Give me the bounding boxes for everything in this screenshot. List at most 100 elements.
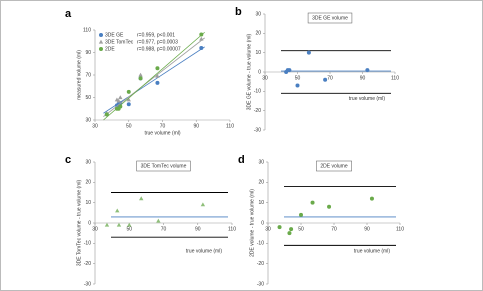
y-tick-label: 90	[85, 50, 91, 56]
y-axis-label: 3DE TomTec volume - true volume (ml)	[76, 180, 82, 267]
data-point	[156, 218, 161, 223]
y-tick-label: 0	[258, 69, 261, 75]
y-tick-label: -20	[84, 261, 91, 267]
x-tick-label: 110	[396, 226, 404, 232]
y-tick-label: 30	[85, 117, 91, 123]
data-point	[299, 212, 303, 217]
y-tick-label: 20	[85, 180, 91, 186]
x-tick-label: 50	[298, 226, 304, 232]
legend-label: 3DE GE	[105, 32, 124, 38]
y-tick-label: 10	[258, 200, 264, 206]
data-point	[199, 36, 204, 41]
x-axis-label: true volume (ml)	[349, 96, 385, 102]
data-point	[369, 196, 374, 201]
panel-title: 3DE GE volume	[312, 15, 348, 21]
y-tick-label: -10	[257, 241, 264, 247]
legend-marker	[99, 33, 103, 37]
data-point	[306, 50, 311, 55]
data-point	[200, 202, 206, 207]
data-point	[365, 68, 370, 73]
y-tick-label: 70	[85, 72, 91, 78]
data-point	[104, 112, 109, 117]
title-box	[136, 160, 191, 172]
y-tick-label: -10	[254, 89, 261, 95]
data-point	[116, 222, 122, 227]
x-tick-label: 30	[262, 75, 268, 81]
x-axis-label: true volume (ml)	[144, 130, 180, 136]
y-tick-label: 0	[261, 220, 264, 226]
data-point	[115, 208, 120, 213]
x-axis-label: true volume (ml)	[186, 248, 222, 254]
legend-label: 2DE	[105, 46, 115, 52]
data-point	[126, 102, 131, 107]
legend-label: 3DE TomTec	[105, 39, 134, 45]
x-tick-label: 90	[193, 123, 199, 129]
y-tick-label: 10	[255, 50, 261, 56]
y-tick-label: -30	[257, 281, 264, 287]
x-tick-label: 90	[364, 226, 370, 232]
legend-stat: r=0.977, p=0.0003	[137, 39, 178, 45]
y-tick-label: -20	[257, 261, 264, 267]
legend-stat: r=0.988, p=0.00007	[137, 46, 181, 52]
trend-line	[103, 37, 205, 117]
legend-marker	[99, 47, 103, 51]
x-tick-label: 110	[391, 75, 399, 81]
y-tick-label: -20	[254, 108, 261, 114]
x-tick-label: 30	[92, 123, 98, 129]
legend-stat: r=0.959, p<0.001	[137, 32, 175, 38]
panel-label: c	[65, 154, 71, 166]
title-box	[316, 160, 352, 172]
data-point	[118, 95, 123, 100]
x-tick-label: 90	[195, 226, 201, 232]
y-tick-label: -30	[254, 127, 261, 133]
y-axis-label: 3DE GE volume - true volume (ml)	[246, 33, 252, 110]
data-point	[155, 73, 160, 78]
data-point	[104, 222, 110, 227]
panel-title: 3DE TomTec volume	[141, 163, 187, 169]
data-point	[287, 68, 292, 73]
data-point	[287, 231, 292, 236]
x-tick-label: 90	[360, 75, 366, 81]
x-tick-label: 70	[160, 123, 166, 129]
x-tick-label: 30	[265, 226, 271, 232]
y-tick-label: 0	[88, 220, 91, 226]
y-tick-label: 50	[85, 95, 91, 101]
y-tick-label: 30	[258, 159, 264, 165]
x-axis-label: true volume (ml)	[354, 248, 390, 254]
data-point	[127, 222, 132, 227]
x-tick-label: 110	[226, 123, 234, 129]
data-point	[277, 225, 282, 230]
x-tick-label: 70	[327, 75, 333, 81]
panel-label: a	[65, 8, 72, 20]
data-point	[126, 97, 131, 102]
title-box	[307, 12, 353, 24]
x-tick-label: 70	[331, 226, 337, 232]
data-point	[295, 83, 300, 88]
data-point	[155, 66, 160, 71]
y-tick-label: -10	[84, 241, 91, 247]
data-point	[323, 77, 328, 82]
y-tick-label: -30	[84, 281, 91, 287]
data-point	[138, 72, 143, 77]
data-point	[327, 204, 332, 209]
data-point	[126, 89, 131, 94]
x-tick-label: 70	[161, 226, 167, 232]
y-axis-label: measured volume (ml)	[76, 50, 82, 100]
x-tick-label: 50	[126, 226, 132, 232]
data-point	[199, 46, 204, 50]
data-point	[138, 76, 143, 81]
data-point	[139, 196, 144, 201]
legend-marker	[98, 39, 104, 44]
data-point	[199, 32, 204, 37]
panel-label: b	[235, 6, 242, 18]
y-tick-label: 20	[258, 180, 264, 186]
y-axis-label: 2DE volume - true volume (ml)	[249, 189, 255, 257]
x-tick-label: 30	[92, 226, 98, 232]
data-point	[310, 200, 315, 205]
data-point	[118, 104, 123, 109]
panel-label: d	[238, 154, 245, 166]
data-point	[116, 98, 121, 103]
y-tick-label: 110	[83, 27, 91, 33]
panel-title: 2DE volume	[320, 163, 347, 169]
